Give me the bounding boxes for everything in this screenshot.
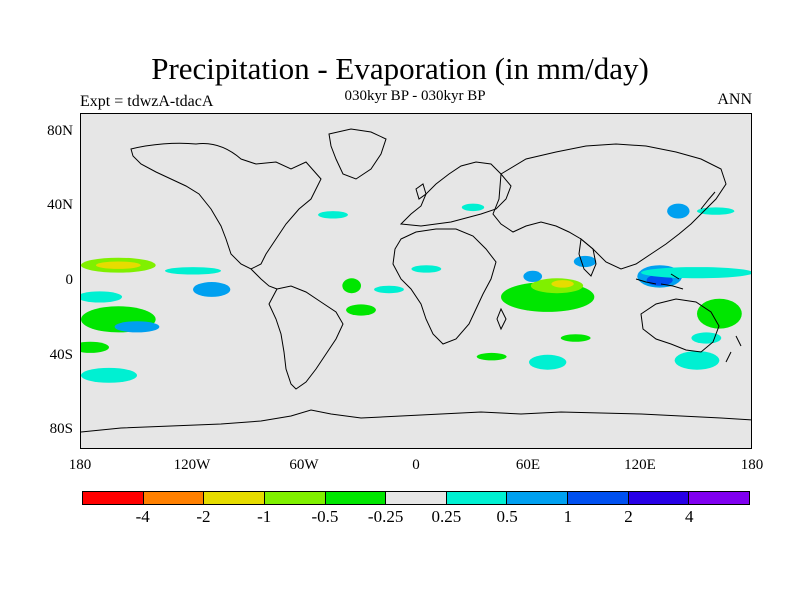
map-title: Precipitation - Evaporation (in mm/day) (151, 51, 649, 86)
coast-uk (415, 183, 427, 200)
color-legend-swatch (507, 492, 569, 504)
anomaly-patch (193, 282, 231, 297)
anomaly-patch (667, 203, 690, 219)
color-legend-swatch (204, 492, 265, 504)
latitude-tick-label: 80S (49, 421, 73, 438)
latitude-tick-label: 0 (65, 272, 74, 288)
map-canvas (81, 128, 751, 433)
anomaly-patch (114, 321, 160, 333)
coastlines (81, 128, 751, 433)
color-legend-label: 4 (685, 507, 694, 526)
color-legend-swatch (568, 492, 629, 504)
map-subtitle: 030kyr BP - 030kyr BP (344, 88, 486, 104)
anomaly-patch (641, 267, 751, 279)
anomaly-patch (346, 304, 376, 316)
coast-new-zealand (725, 335, 742, 363)
anomaly-patch (81, 367, 137, 383)
longitude-tick-label: 120E (624, 457, 656, 473)
color-legend-swatch (628, 492, 690, 504)
anomaly-patch (551, 280, 574, 288)
anomaly-patch (411, 265, 442, 273)
latitude-tick-label: 80N (47, 122, 73, 139)
color-legend-label: -0.5 (311, 507, 339, 526)
coast-japan (700, 191, 716, 210)
color-legend-swatch (325, 492, 387, 504)
coast-madagascar (496, 307, 507, 331)
anomaly-patch (318, 211, 348, 219)
color-legend-label: -0.25 (367, 507, 404, 526)
anomaly-patch (374, 285, 404, 294)
color-legend-swatch (386, 492, 447, 504)
color-legend-swatch (264, 492, 326, 504)
anomaly-patch (560, 334, 591, 342)
color-legend-swatch (143, 492, 205, 504)
anomaly-patch (529, 354, 567, 370)
map-plot-area (80, 113, 752, 449)
coast-central-america (250, 268, 278, 290)
color-legend-label: 0.5 (496, 507, 518, 526)
color-legend-label: -4 (135, 507, 150, 526)
anomaly-patch (674, 351, 720, 370)
color-legend-swatch (446, 492, 508, 504)
coast-antarctica (81, 409, 751, 433)
anomaly-patch (523, 270, 543, 282)
anomaly-patch (476, 352, 507, 361)
latitude-tick-label: 40S (49, 346, 73, 363)
anomaly-patch (342, 278, 361, 294)
longitude-tick-label: 180 (740, 457, 764, 473)
color-legend-bar (82, 491, 750, 505)
color-legend-label: -2 (196, 507, 211, 526)
coast-australia (640, 298, 720, 353)
longitude-tick-label: 0 (412, 457, 420, 473)
season-label: ANN (717, 91, 752, 108)
color-legend-swatch (83, 492, 144, 504)
color-legend-label: 1 (563, 507, 573, 526)
anomaly-patch (81, 341, 109, 353)
coast-north-america (130, 142, 322, 270)
longitude-tick-label: 60W (289, 457, 319, 473)
latitude-tick-label: 40N (47, 197, 73, 214)
anomaly-patch (697, 298, 742, 329)
anomaly-patch (165, 267, 221, 275)
anomaly-patch (95, 261, 141, 269)
coast-asia (492, 143, 727, 270)
coast-south-america (268, 285, 344, 390)
anomaly-patches (81, 203, 751, 383)
color-legend-label: -1 (257, 507, 272, 526)
coast-africa (392, 228, 497, 345)
coast-india (578, 238, 597, 277)
anomaly-patch (691, 332, 722, 344)
coast-indonesia (635, 273, 684, 290)
color-legend-swatch (689, 492, 750, 504)
longitude-tick-label: 120W (173, 457, 211, 473)
color-legend-label: 0.25 (431, 507, 462, 526)
anomaly-patch (461, 203, 485, 212)
anomaly-patch (697, 207, 735, 215)
longitude-tick-label: 180 (68, 457, 92, 473)
longitude-tick-label: 60E (515, 457, 541, 473)
anomaly-patch (573, 255, 597, 268)
color-legend-label: 2 (624, 507, 633, 526)
anomaly-patch (81, 291, 123, 303)
coast-greenland (328, 128, 387, 180)
experiment-label: Expt = tdwzA-tdacA (80, 93, 214, 110)
